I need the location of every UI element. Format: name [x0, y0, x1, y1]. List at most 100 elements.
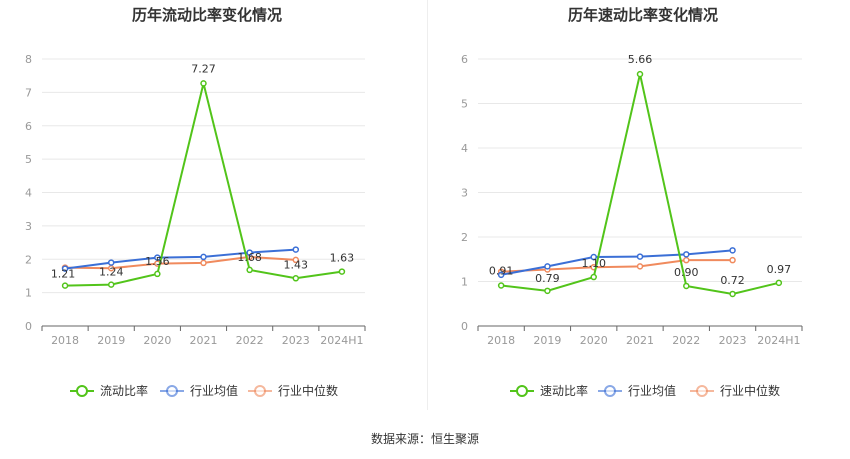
data-point [200, 259, 207, 267]
data-point [636, 70, 644, 78]
y-tick-label: 5 [25, 153, 32, 166]
y-tick-label: 1 [25, 287, 32, 300]
data-point [292, 275, 300, 282]
data-point [590, 273, 597, 281]
data-point [200, 253, 207, 261]
y-tick-label: 6 [461, 53, 468, 66]
data-label: 1.63 [330, 252, 355, 265]
y-tick-label: 5 [461, 98, 468, 111]
legend-item: 行业均值 [160, 383, 238, 398]
source-label: 数据来源：恒生聚源 [370, 432, 479, 446]
data-point [683, 282, 690, 290]
data-label: 0.91 [489, 265, 514, 278]
legend-marker [516, 385, 528, 397]
data-point [338, 268, 346, 275]
x-tick-label: 2020 [143, 334, 171, 347]
y-tick-label: 4 [461, 142, 468, 155]
data-point [107, 281, 115, 288]
data-point [544, 287, 551, 295]
y-tick-label: 1 [461, 276, 468, 289]
series-line [501, 259, 733, 273]
legend-marker [254, 385, 266, 397]
x-tick-label: 2022 [672, 334, 700, 347]
x-tick-label: 2024H1 [320, 334, 363, 347]
legend-item: 行业中位数 [248, 383, 338, 398]
series-line [501, 73, 780, 295]
x-tick-label: 2020 [580, 334, 608, 347]
data-point [636, 253, 644, 260]
data-point [246, 266, 253, 274]
quick-ratio-chart: 历年速动比率变化情况 0 1 2 3 4 5 6 2018 2019 2020 2021 2022 202… [461, 6, 803, 398]
data-point [497, 271, 505, 279]
legend-marker [76, 385, 88, 397]
legend-item: 速动比率 [510, 383, 588, 398]
data-label: 7.27 [191, 62, 216, 75]
data-label: 0.79 [535, 272, 560, 285]
legend-label: 流动比率 [100, 383, 148, 398]
data-label: 5.66 [628, 53, 653, 66]
x-tick-label: 2023 [719, 334, 747, 347]
y-tick-label: 2 [461, 231, 468, 244]
data-point [636, 263, 644, 270]
legend-label: 速动比率 [540, 383, 588, 398]
x-tick-label: 2018 [487, 334, 515, 347]
data-point [200, 80, 207, 87]
data-point [292, 256, 300, 264]
legend-item: 行业中位数 [690, 383, 780, 398]
data-point [107, 259, 115, 266]
y-tick-label: 0 [461, 320, 468, 333]
legend-item: 行业均值 [598, 383, 676, 398]
data-label: 0.72 [720, 274, 745, 287]
data-label: 1.56 [145, 255, 170, 268]
x-tick-label: 2018 [51, 334, 79, 347]
y-tick-label: 0 [25, 320, 32, 333]
data-point [292, 246, 300, 253]
panel-divider [427, 0, 428, 410]
x-tick-label: 2021 [190, 334, 218, 347]
data-point [729, 247, 736, 254]
data-point [544, 263, 551, 270]
series-line [64, 248, 296, 270]
y-tick-label: 2 [25, 253, 32, 266]
legend-marker [166, 385, 178, 397]
data-point [729, 290, 736, 298]
data-point [154, 270, 161, 278]
y-tick-label: 7 [25, 86, 32, 99]
x-tick-label: 2023 [282, 334, 310, 347]
x-tick-label: 2022 [236, 334, 264, 347]
legend-label: 行业中位数 [720, 383, 780, 398]
data-point [590, 253, 597, 261]
data-point [154, 254, 161, 261]
data-label: 1.68 [237, 251, 262, 264]
series-line [500, 249, 733, 276]
legend-marker [696, 385, 708, 397]
y-tick-label: 8 [25, 53, 32, 66]
y-tick-label: 6 [25, 120, 32, 133]
x-tick-label: 2021 [626, 334, 654, 347]
data-point [61, 265, 69, 272]
data-label: 1.21 [51, 268, 76, 281]
series-line [65, 255, 296, 270]
data-point [61, 282, 69, 289]
legend-label: 行业均值 [628, 383, 676, 398]
data-point [775, 279, 783, 287]
data-point [497, 282, 505, 289]
data-point [683, 251, 690, 258]
data-label: 1.10 [581, 257, 606, 270]
legend-item: 流动比率 [70, 383, 148, 398]
data-label: 1.43 [284, 258, 309, 271]
legend-marker [604, 385, 616, 397]
data-label: 1.24 [99, 266, 124, 279]
chart-title: 历年速动比率变化情况 [568, 6, 718, 24]
chart-title: 历年流动比率变化情况 [132, 6, 282, 24]
y-tick-label: 3 [25, 220, 32, 233]
legend-label: 行业中位数 [278, 383, 338, 398]
x-tick-label: 2019 [97, 334, 125, 347]
data-label: 0.90 [674, 266, 699, 279]
data-label: 0.97 [767, 263, 792, 276]
data-point [683, 256, 690, 264]
x-tick-label: 2019 [533, 334, 561, 347]
y-tick-label: 4 [25, 187, 32, 200]
data-point [246, 249, 253, 256]
